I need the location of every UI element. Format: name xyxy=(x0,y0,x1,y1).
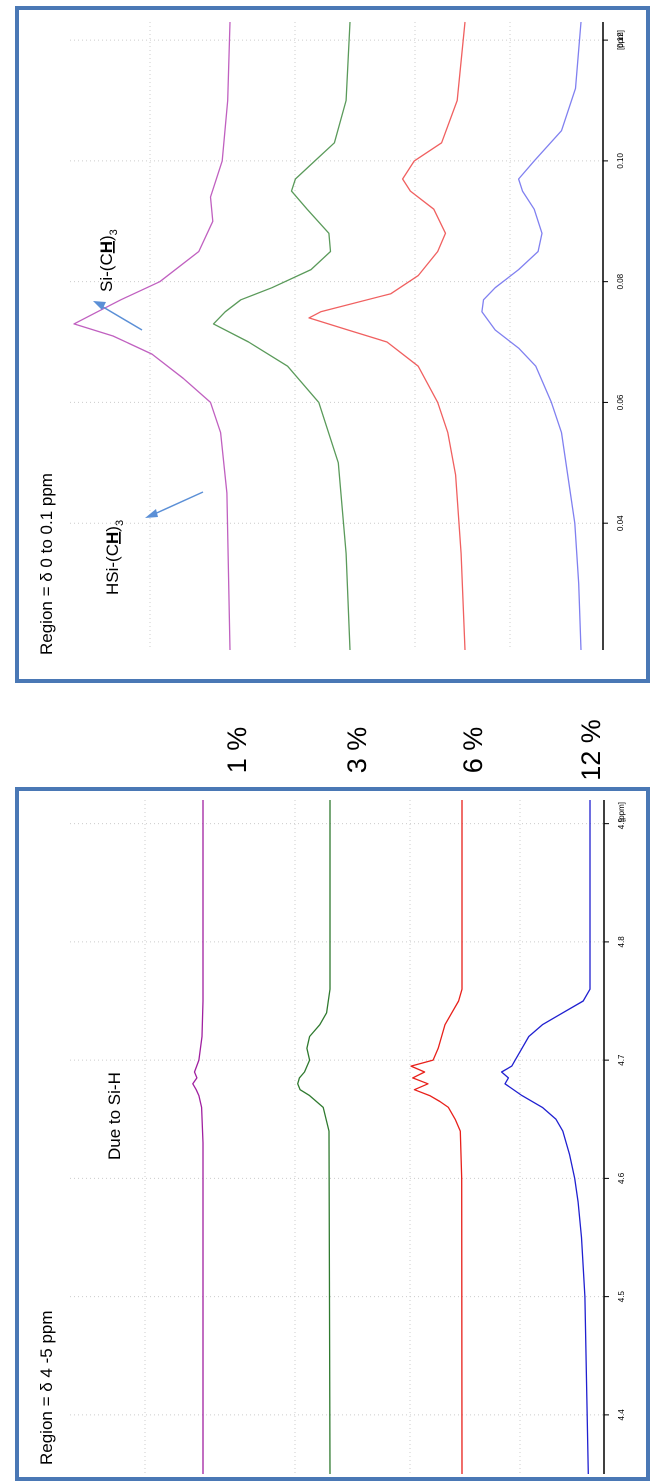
sih-tick-label-4.5: 4.5 xyxy=(617,1291,626,1303)
sih-tick-label-4.4: 4.4 xyxy=(617,1409,626,1421)
methyl-tick-label-0.06: 0.06 xyxy=(616,394,625,410)
methyl-traces xyxy=(73,21,582,651)
sih-ppm-axis: 4.4 4.5 4.6 4.7 4.8 4.9[ppm] xyxy=(603,800,626,1474)
sih-trace-3pct xyxy=(297,800,331,1475)
sih-tick-label-4.7: 4.7 xyxy=(617,1054,626,1066)
sih-trace-12pct xyxy=(500,800,591,1475)
sih-tick-label-4.8: 4.8 xyxy=(617,936,626,948)
si-ch3-arrow xyxy=(93,301,143,331)
sih-traces xyxy=(192,800,591,1475)
hsi-ch3-label: HSi-(CH)3 xyxy=(103,520,126,595)
sih-tick-label-4.6: 4.6 xyxy=(617,1172,626,1184)
sih-region-label: Region = δ 4 -5 ppm xyxy=(37,1310,56,1465)
sih-gridlines xyxy=(70,800,604,1474)
methyl-trace-3pct xyxy=(212,21,351,651)
methyl-region-label: Region = δ 0 to 0.1 ppm xyxy=(37,473,56,655)
panel-methyl-frame xyxy=(15,6,650,683)
si-ch3-label: Si-(CH)3 xyxy=(97,229,120,292)
methyl-tick-label-0.04: 0.04 xyxy=(616,515,625,531)
methyl-trace-12pct xyxy=(481,21,582,651)
methyl-gridlines xyxy=(70,22,603,650)
hsi-ch3-arrow xyxy=(145,491,204,518)
sih-peak-label: Due to Si-H xyxy=(105,1072,124,1160)
conc-label-3: 3 % xyxy=(342,727,372,774)
methyl-axis-unit: [ppm] xyxy=(616,30,625,50)
methyl-tick-label-0.12: 0.12 xyxy=(616,32,625,48)
methyl-trace-6pct xyxy=(308,21,466,651)
sih-tick-label-4.9: 4.9 xyxy=(617,818,626,830)
conc-label-6: 6 % xyxy=(458,727,488,774)
methyl-tick-label-0.08: 0.08 xyxy=(616,273,625,289)
conc-label-1: 1 % xyxy=(222,727,252,774)
panel-methyl-region: 0.04 0.06 0.08 0.10 0.12[ppm] Region = δ 0 t… xyxy=(15,6,650,683)
methyl-tick-label-0.10: 0.10 xyxy=(616,153,625,169)
panel-sih-frame xyxy=(15,787,650,1481)
concentration-labels: 1 % 3 % 6 % 12 % xyxy=(222,719,606,781)
panel-sih-region: 4.4 4.5 4.6 4.7 4.8 4.9[ppm] Region = δ 4 -5 … xyxy=(15,787,650,1481)
sih-trace-6pct xyxy=(410,800,463,1475)
conc-label-12: 12 % xyxy=(576,719,606,781)
sih-axis-unit: [ppm] xyxy=(617,802,626,822)
methyl-trace-1pct xyxy=(73,21,231,651)
methyl-ppm-axis: 0.04 0.06 0.08 0.10 0.12[ppm] xyxy=(602,22,625,650)
sih-trace-1pct xyxy=(192,800,204,1474)
